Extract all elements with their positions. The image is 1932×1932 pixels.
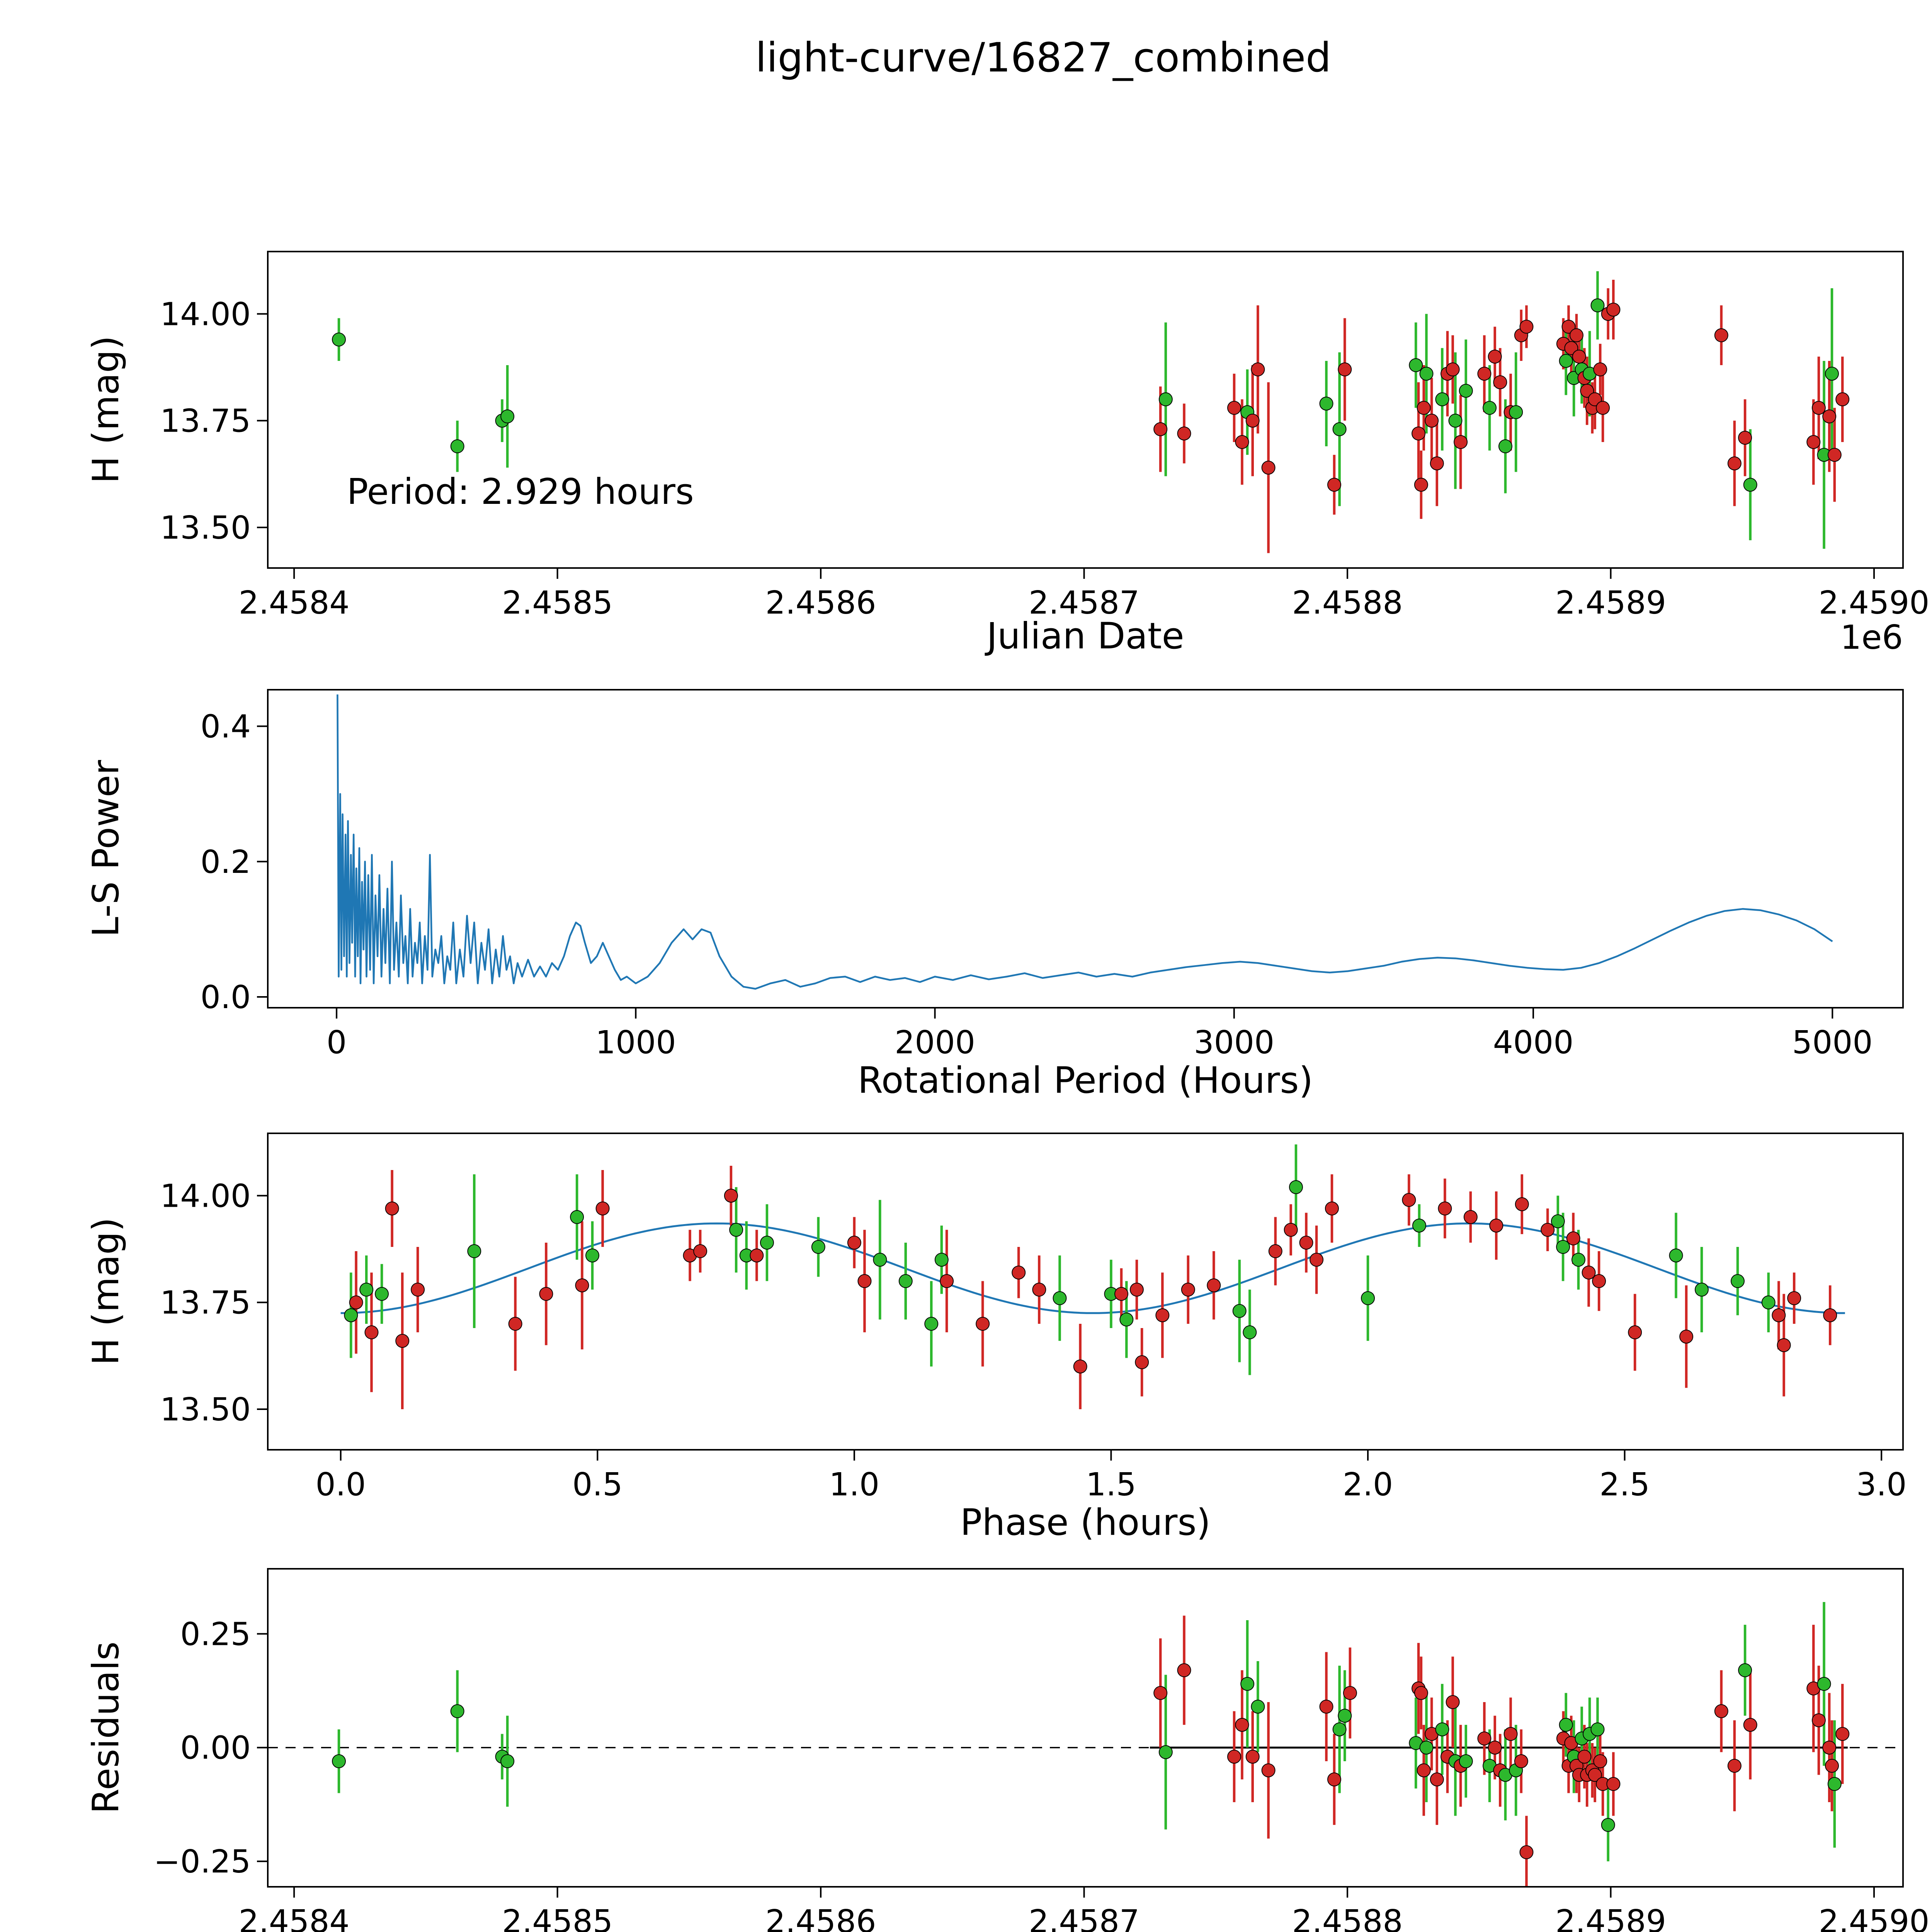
svg-text:2.4590: 2.4590 — [1819, 1903, 1930, 1932]
axis-label-julian-date-top: Julian Date — [986, 615, 1184, 657]
svg-text:13.50: 13.50 — [160, 510, 251, 546]
svg-text:0: 0 — [327, 1024, 347, 1061]
svg-text:2000: 2000 — [895, 1024, 975, 1061]
svg-text:2.4584: 2.4584 — [239, 585, 350, 621]
svg-text:2.4584: 2.4584 — [239, 1903, 350, 1932]
svg-text:3.0: 3.0 — [1856, 1466, 1906, 1503]
svg-text:2.4588: 2.4588 — [1292, 1903, 1403, 1932]
svg-text:4000: 4000 — [1493, 1024, 1574, 1061]
svg-text:0.0: 0.0 — [316, 1466, 366, 1503]
svg-text:14.00: 14.00 — [160, 1178, 251, 1214]
svg-text:1.5: 1.5 — [1086, 1466, 1136, 1503]
svg-text:13.75: 13.75 — [160, 403, 251, 440]
svg-text:3000: 3000 — [1194, 1024, 1274, 1061]
svg-text:2.0: 2.0 — [1343, 1466, 1393, 1503]
axis-label-residuals: Residuals — [85, 1641, 127, 1814]
svg-text:2.4587: 2.4587 — [1029, 585, 1139, 621]
svg-text:0.4: 0.4 — [201, 709, 251, 745]
svg-text:2.4585: 2.4585 — [502, 585, 613, 621]
svg-text:0.2: 0.2 — [201, 844, 251, 881]
svg-text:2.4586: 2.4586 — [765, 585, 876, 621]
axis-label-ls-power: L-S Power — [85, 760, 127, 937]
svg-text:0.25: 0.25 — [180, 1616, 251, 1653]
svg-text:5000: 5000 — [1792, 1024, 1873, 1061]
axis-label-h-mag-top: H (mag) — [85, 335, 127, 484]
svg-text:0.0: 0.0 — [201, 979, 251, 1016]
svg-text:2.4588: 2.4588 — [1292, 585, 1403, 621]
svg-text:14.00: 14.00 — [160, 296, 251, 333]
svg-text:1.0: 1.0 — [829, 1466, 879, 1503]
svg-text:Period: 2.929 hours: Period: 2.929 hours — [347, 471, 694, 512]
svg-text:0.5: 0.5 — [572, 1466, 622, 1503]
svg-text:2.5: 2.5 — [1599, 1466, 1650, 1503]
svg-text:−0.25: −0.25 — [154, 1844, 251, 1880]
svg-text:2.4589: 2.4589 — [1555, 585, 1666, 621]
svg-text:2.4590: 2.4590 — [1819, 585, 1930, 621]
svg-text:0.00: 0.00 — [180, 1730, 251, 1767]
svg-text:1000: 1000 — [595, 1024, 676, 1061]
svg-text:2.4589: 2.4589 — [1555, 1903, 1666, 1932]
svg-text:13.75: 13.75 — [160, 1285, 251, 1321]
axis-label-phase-hours: Phase (hours) — [960, 1502, 1211, 1544]
figure-title: light-curve/16827_combined — [755, 34, 1332, 81]
svg-text:13.50: 13.50 — [160, 1391, 251, 1428]
axis-offset-1e6-top: 1e6 — [1840, 618, 1903, 657]
svg-text:2.4586: 2.4586 — [765, 1903, 876, 1932]
axis-label-rotational-period: Rotational Period (Hours) — [857, 1060, 1313, 1102]
axis-label-h-mag-phase: H (mag) — [85, 1217, 127, 1366]
svg-text:2.4585: 2.4585 — [502, 1903, 613, 1932]
svg-text:2.4587: 2.4587 — [1029, 1903, 1139, 1932]
